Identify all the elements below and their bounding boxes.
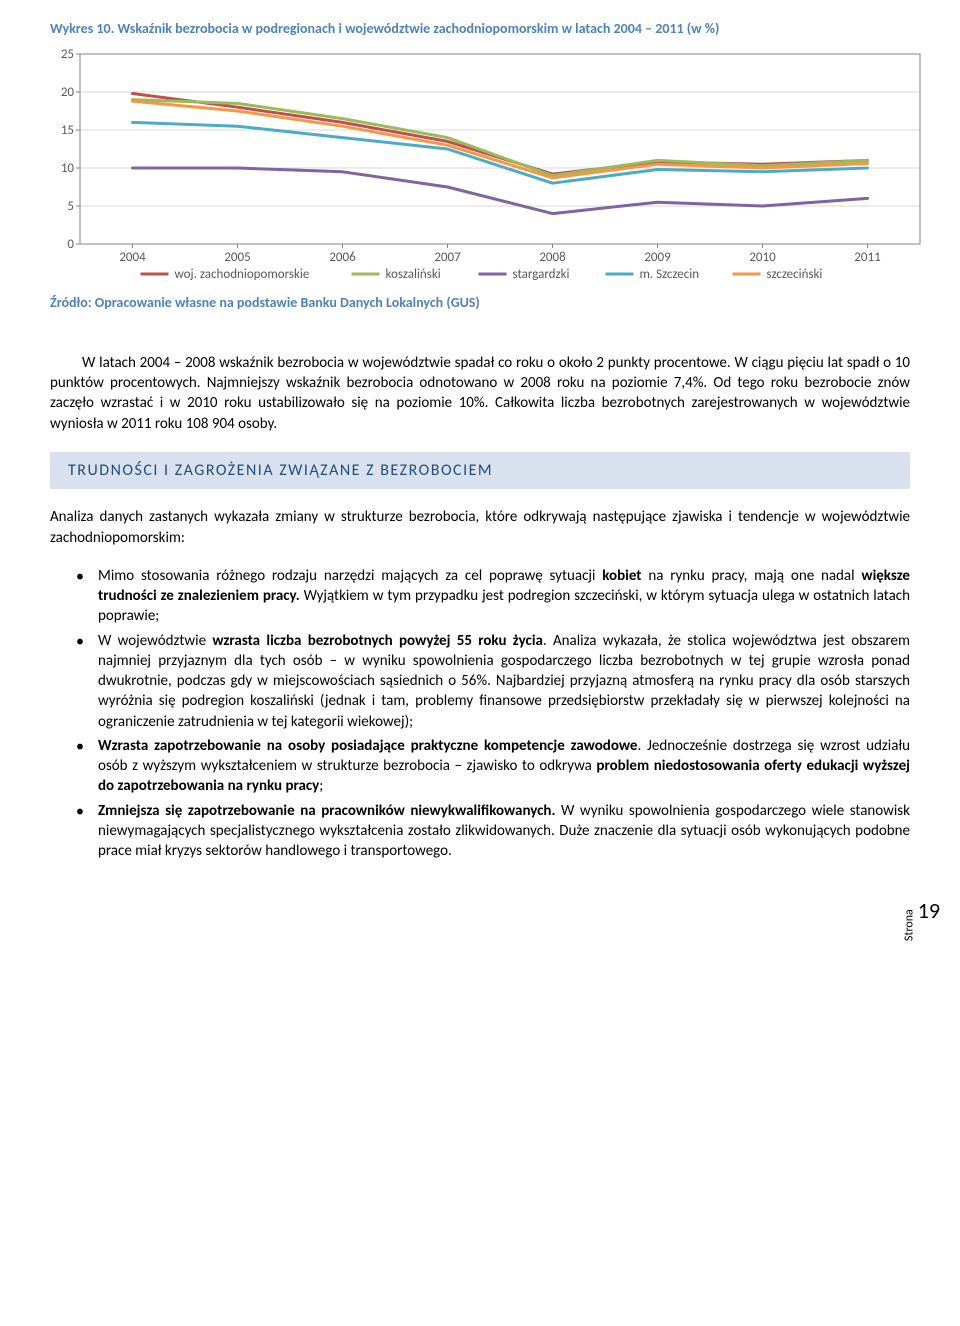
svg-text:2008: 2008 [539, 250, 566, 265]
page-label: Strona [902, 909, 918, 941]
chart-title: Wykres 10. Wskaźnik bezrobocia w podregi… [50, 20, 910, 39]
svg-text:0: 0 [67, 237, 74, 252]
svg-text:5: 5 [67, 199, 74, 214]
svg-text:2011: 2011 [854, 250, 880, 265]
list-item: Wzrasta zapotrzebowanie na osoby posiada… [98, 736, 910, 797]
svg-text:koszaliński: koszaliński [386, 267, 441, 282]
svg-text:10: 10 [61, 161, 75, 176]
svg-text:m. Szczecin: m. Szczecin [640, 267, 700, 282]
chart-source: Źródło: Opracowanie własne na podstawie … [50, 294, 910, 313]
bullet-list: Mimo stosowania różnego rodzaju narzędzi… [50, 566, 910, 862]
svg-text:woj. zachodniopomorskie: woj. zachodniopomorskie [175, 267, 310, 282]
section-header: TRUDNOŚCI I ZAGROŻENIA ZWIĄZANE Z BEZROB… [50, 452, 910, 490]
page-num-value: 19 [918, 897, 940, 924]
list-item: Zmniejsza się zapotrzebowanie na pracown… [98, 801, 910, 862]
svg-text:2006: 2006 [329, 250, 356, 265]
svg-text:2004: 2004 [119, 250, 146, 265]
paragraph-1: W latach 2004 – 2008 wskaźnik bezrobocia… [50, 353, 910, 434]
chart-svg: 0 5 10 15 20 25 2004 2005 2006 2007 2008 2009 2010 20… [50, 49, 930, 288]
svg-text:stargardzki: stargardzki [513, 267, 570, 282]
svg-text:20: 20 [61, 85, 75, 100]
list-item: W województwie wzrasta liczba bezrobotny… [98, 631, 910, 732]
paragraph-2: Analiza danych zastanych wykazała zmiany… [50, 507, 910, 548]
line-chart: 0 5 10 15 20 25 2004 2005 2006 2007 2008 2009 2010 20… [50, 49, 910, 288]
page-number: Strona19 [886, 896, 940, 926]
page-footer: Strona19 [50, 885, 910, 925]
svg-text:2007: 2007 [434, 250, 461, 265]
svg-text:2010: 2010 [749, 250, 776, 265]
section-title: TRUDNOŚCI I ZAGROŻENIA ZWIĄZANE Z BEZROB… [68, 461, 493, 480]
list-item: Mimo stosowania różnego rodzaju narzędzi… [98, 566, 910, 627]
svg-text:2009: 2009 [644, 250, 671, 265]
svg-text:2005: 2005 [224, 250, 250, 265]
svg-text:25: 25 [61, 49, 74, 62]
svg-text:15: 15 [61, 123, 74, 138]
svg-text:szczeciński: szczeciński [767, 267, 823, 282]
